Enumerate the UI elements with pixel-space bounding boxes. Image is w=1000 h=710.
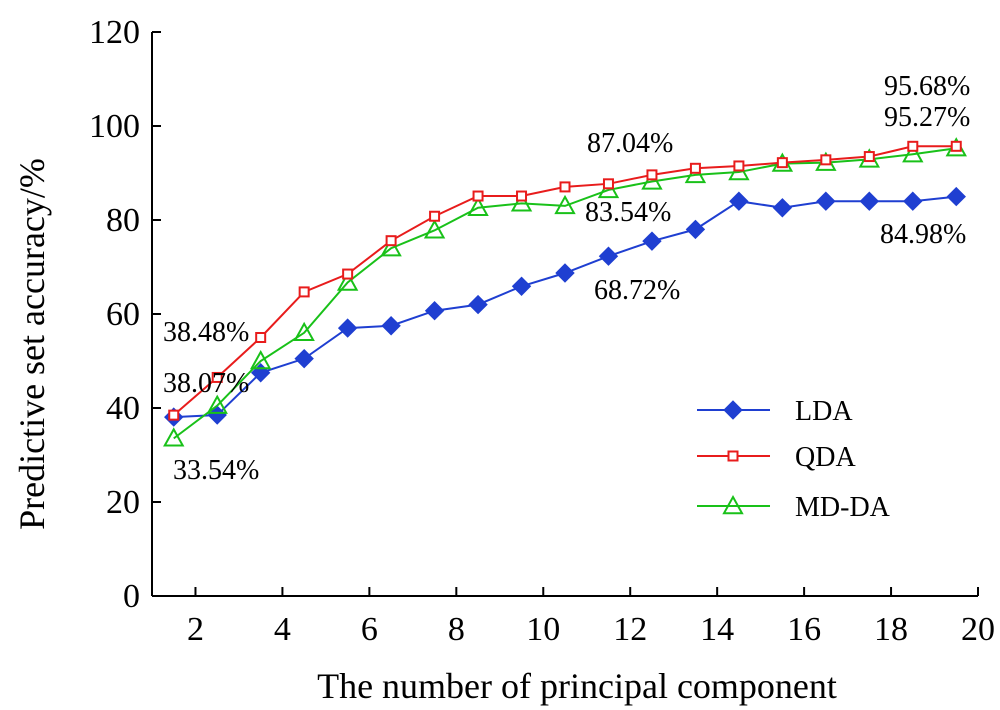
- lda-point: [859, 191, 880, 211]
- qda-point: [255, 332, 267, 343]
- lda-point: [685, 219, 706, 240]
- mdda-point: [554, 194, 576, 215]
- lda-point: [598, 246, 619, 266]
- qda-point: [863, 151, 875, 163]
- legend-item-md-da: MD-DA: [697, 492, 891, 523]
- qda-point: [689, 162, 701, 174]
- annotation-label: 33.54%: [173, 455, 259, 486]
- lda-point: [555, 263, 575, 283]
- x-tick-label: 12: [613, 611, 647, 648]
- qda-point: [472, 190, 484, 202]
- qda-point: [727, 450, 739, 462]
- y-tick-label: 80: [106, 202, 140, 239]
- x-tick-label: 16: [787, 611, 821, 648]
- series-qda: [168, 140, 962, 421]
- y-tick-label: 120: [89, 14, 140, 51]
- lda-point: [729, 191, 749, 211]
- lda-point: [337, 318, 358, 338]
- lda-point: [816, 191, 836, 211]
- annotation-label: 38.07%: [163, 368, 249, 399]
- annotation-label: 95.27%: [884, 102, 970, 133]
- y-tick-label: 100: [89, 108, 140, 145]
- y-tick-label: 0: [123, 578, 140, 615]
- annotation-label: 38.48%: [163, 317, 249, 348]
- qda-point: [646, 169, 658, 181]
- lda-point: [381, 316, 401, 336]
- mdda-point: [206, 394, 228, 414]
- qda-point: [602, 178, 614, 190]
- mdda-point: [684, 163, 707, 184]
- x-tick-label: 20: [961, 611, 995, 648]
- qda-point: [211, 371, 223, 383]
- lda-point: [511, 276, 532, 296]
- mdda-point: [722, 494, 744, 515]
- qda-point: [429, 210, 441, 222]
- qda-point: [342, 268, 354, 280]
- annotation-label: 95.68%: [884, 71, 970, 102]
- mdda-point: [641, 170, 663, 190]
- axes: 0 20 40 60 80 100 120 2 4 6 8 10 12 14 16 18 20: [89, 14, 995, 648]
- qda-point: [950, 140, 962, 152]
- legend: LDA QDA MD-DA: [697, 396, 891, 523]
- series-layer: [163, 137, 967, 447]
- annotation-label: 84.98%: [880, 219, 966, 250]
- x-tick-label: 8: [448, 611, 465, 648]
- legend-item-lda: LDA: [697, 396, 853, 427]
- mdda-point: [510, 192, 533, 212]
- y-axis-title: Predictive set accuracy/%: [12, 158, 52, 530]
- lda-point: [642, 231, 662, 251]
- series-lda: [164, 186, 966, 427]
- qda-point: [820, 154, 832, 166]
- legend-label: LDA: [795, 396, 853, 427]
- qda-point: [168, 409, 180, 421]
- legend-item-qda: QDA: [697, 442, 856, 473]
- x-axis-title: The number of principal component: [317, 666, 837, 706]
- y-tick-label: 20: [106, 484, 140, 521]
- annotation-label: 83.54%: [585, 197, 671, 228]
- x-tick-label: 6: [361, 611, 378, 648]
- mdda-point: [249, 349, 272, 370]
- qda-point: [559, 181, 571, 193]
- legend-label: QDA: [795, 442, 856, 473]
- y-tick-label: 60: [106, 296, 140, 333]
- qda-point: [298, 286, 310, 298]
- lda-point: [723, 400, 743, 420]
- annotation-label: 68.72%: [594, 275, 680, 306]
- qda-point: [776, 157, 788, 169]
- lda-point: [424, 301, 445, 321]
- x-tick-label: 14: [700, 611, 734, 648]
- qda-point: [385, 235, 397, 247]
- lda-point: [903, 191, 923, 211]
- lda-point: [468, 294, 488, 315]
- annotation-label: 87.04%: [587, 128, 673, 159]
- lda-point: [772, 198, 793, 218]
- y-tick-label: 40: [106, 390, 140, 427]
- x-tick-label: 18: [874, 611, 908, 648]
- x-tick-label: 2: [187, 611, 204, 648]
- mdda-point: [336, 271, 359, 291]
- annotation-layer: 38.48% 38.07% 33.54% 87.04% 83.54% 68.72% 95.6…: [163, 71, 970, 486]
- mdda-point: [467, 196, 489, 216]
- lda-point: [294, 348, 314, 369]
- qda-point: [733, 160, 745, 172]
- mdda-point: [902, 143, 924, 163]
- mdda-point: [293, 321, 315, 341]
- mdda-point: [423, 219, 446, 239]
- legend-label: MD-DA: [795, 492, 891, 523]
- qda-point: [516, 190, 528, 202]
- x-tick-label: 10: [526, 611, 560, 648]
- qda-point: [907, 140, 919, 152]
- lda-point: [946, 186, 966, 207]
- x-tick-label: 4: [274, 611, 291, 648]
- mdda-point: [163, 427, 185, 447]
- mdda-point: [380, 237, 402, 257]
